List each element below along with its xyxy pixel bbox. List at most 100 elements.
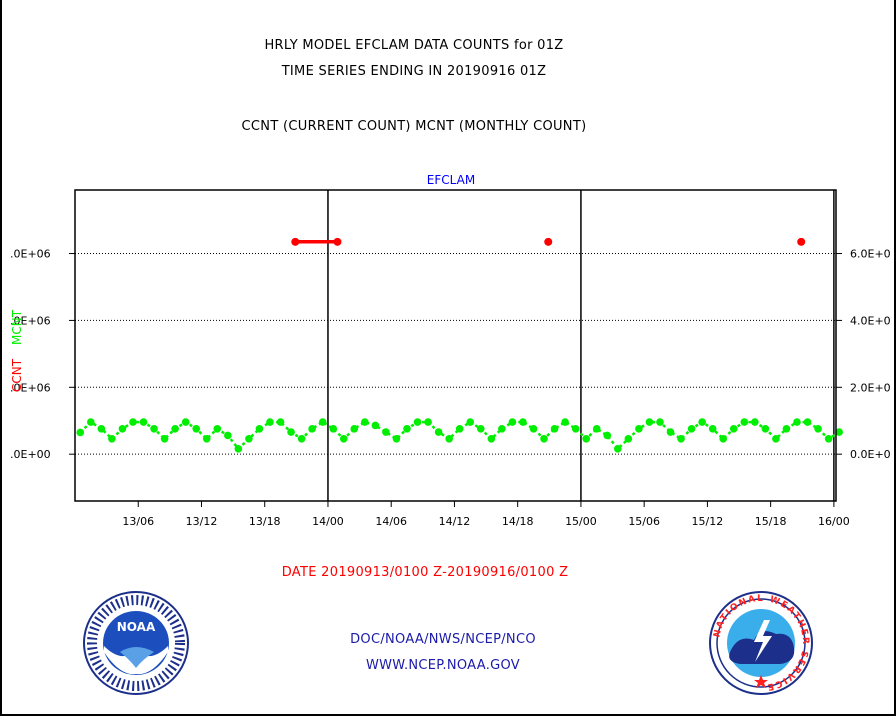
- mcnt-point: [719, 435, 728, 443]
- mcnt-point: [139, 418, 148, 426]
- mcnt-point: [614, 445, 622, 453]
- mcnt-point: [519, 418, 527, 426]
- x-tick-label: 15/06: [628, 515, 660, 528]
- mcnt-point: [361, 418, 369, 426]
- mcnt-point: [540, 435, 548, 443]
- mcnt-point: [129, 418, 137, 426]
- mcnt-point: [392, 435, 401, 443]
- day-boundary-lines: [327, 190, 835, 501]
- mcnt-point: [687, 424, 696, 433]
- ccnt-point: [797, 237, 806, 246]
- mcnt-point: [645, 418, 654, 426]
- website-link[interactable]: WWW.NCEP.NOAA.GOV: [365, 658, 521, 673]
- mcnt-point: [255, 424, 264, 433]
- mcnt-point: [624, 435, 633, 443]
- noaa-logo-text: NOAA: [117, 620, 156, 634]
- plot-frame: [74, 189, 837, 502]
- x-tick-label: 13/12: [186, 515, 218, 528]
- mcnt-point: [87, 418, 95, 426]
- chart-title: EFCLAM: [427, 173, 475, 187]
- y-tick-label-left: .0E+00: [10, 448, 51, 461]
- mcnt-point: [487, 435, 496, 443]
- mcnt-point: [803, 418, 812, 426]
- mcnt-point: [97, 424, 106, 433]
- y-axis-label-ccnt: CCNT: [10, 358, 24, 392]
- mcnt-point: [782, 424, 791, 433]
- mcnt-point: [287, 428, 295, 436]
- mcnt-point: [814, 424, 822, 433]
- y-tick-label-right: 4.0E+0: [850, 314, 891, 327]
- mcnt-point: [666, 428, 675, 436]
- mcnt-point: [635, 424, 643, 433]
- mcnt-point: [835, 428, 843, 436]
- mcnt-point: [761, 424, 770, 433]
- mcnt-point: [582, 435, 590, 443]
- mcnt-point: [413, 418, 422, 426]
- x-tick-label: 14/12: [439, 515, 471, 528]
- mcnt-point: [276, 418, 285, 426]
- mcnt-point: [266, 418, 274, 426]
- y-tick-label-right: 0.0E+0: [850, 448, 891, 461]
- x-tick-label: 14/06: [375, 515, 407, 528]
- grid-lines: [75, 253, 836, 455]
- x-tick-label: 15/00: [565, 515, 597, 528]
- mcnt-point: [202, 435, 211, 443]
- x-tick-label: 14/00: [312, 515, 344, 528]
- mcnt-point: [455, 424, 464, 433]
- x-tick-label: 15/18: [755, 515, 787, 528]
- ccnt-point: [291, 237, 300, 246]
- ccnt-point: [544, 237, 553, 246]
- x-tick-labels: 13/06 13/12 13/18 14/00 14/06 14/12 14/18 15/00…: [122, 515, 849, 528]
- mcnt-point: [150, 424, 158, 433]
- y-tick-label-left: .0E+06: [10, 248, 51, 261]
- mcnt-point: [76, 428, 85, 437]
- mcnt-point: [434, 428, 443, 436]
- mcnt-point: [740, 418, 749, 426]
- mcnt-point: [656, 418, 664, 426]
- mcnt-point: [550, 424, 559, 433]
- mcnt-point: [308, 424, 316, 433]
- header-line-3: CCNT (CURRENT COUNT) MCNT (MONTHLY COUNT…: [241, 119, 587, 134]
- mcnt-point: [729, 424, 738, 433]
- y-tick-labels: .0E+00 0.0E+0 .0E+06 2.0E+0 .0E+06 4.0E+0 .0E+…: [10, 248, 891, 462]
- header-line-2: TIME SERIES ENDING IN 20190916 01Z: [281, 64, 547, 79]
- mcnt-point: [297, 435, 306, 443]
- x-tick-label: 13/18: [249, 515, 281, 528]
- mcnt-point: [318, 418, 327, 426]
- mcnt-point: [245, 435, 253, 443]
- y-tick-label-right: 2.0E+0: [850, 381, 891, 394]
- mcnt-point: [603, 431, 612, 440]
- mcnt-point: [508, 418, 517, 426]
- org-path: DOC/NOAA/NWS/NCEP/NCO: [350, 632, 536, 647]
- mcnt-point: [571, 424, 580, 433]
- mcnt-point: [751, 418, 759, 426]
- mcnt-point: [772, 435, 780, 443]
- mcnt-point: [234, 445, 243, 453]
- x-tick-label: 16/00: [818, 515, 850, 528]
- x-tick-label: 13/06: [122, 515, 154, 528]
- mcnt-point: [118, 424, 127, 433]
- mcnt-point: [561, 418, 569, 426]
- mcnt-point: [329, 424, 338, 433]
- mcnt-point: [213, 424, 222, 433]
- x-tick-label: 14/18: [502, 515, 534, 528]
- series-mcnt: [76, 418, 843, 453]
- ccnt-point: [333, 237, 342, 246]
- mcnt-point: [529, 424, 538, 433]
- y-tick-label-left: .0E+06: [10, 314, 51, 327]
- mcnt-point: [382, 428, 390, 436]
- mcnt-point: [171, 424, 179, 433]
- mcnt-point: [192, 424, 201, 433]
- mcnt-point: [224, 431, 232, 440]
- mcnt-point: [181, 418, 190, 426]
- mcnt-point: [424, 418, 432, 426]
- mcnt-point: [698, 418, 706, 426]
- mcnt-point: [498, 424, 506, 433]
- mcnt-point: [824, 435, 833, 443]
- nws-logo-icon: NATIONAL WEATHER SERVICE: [709, 591, 813, 695]
- mcnt-point: [403, 424, 411, 433]
- mcnt-point: [350, 424, 359, 433]
- mcnt-point: [708, 424, 717, 433]
